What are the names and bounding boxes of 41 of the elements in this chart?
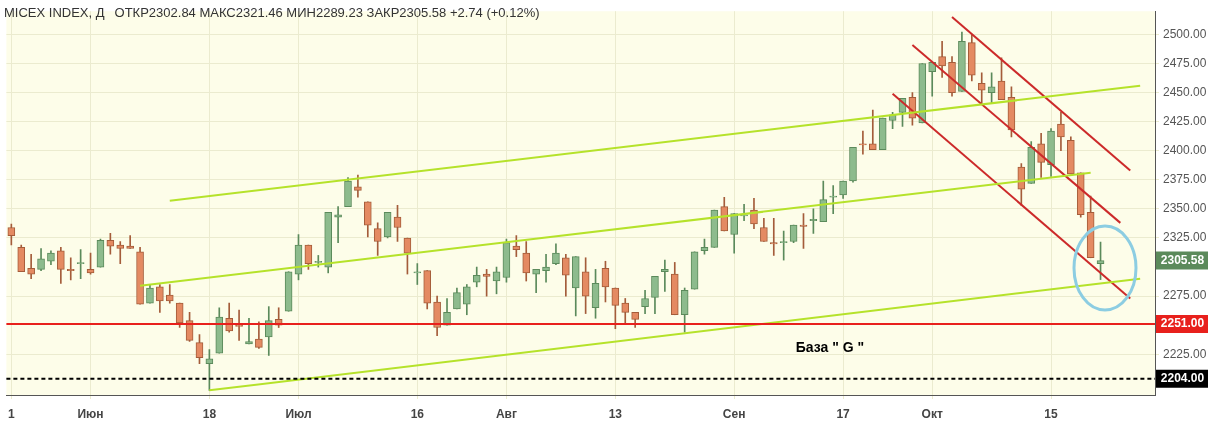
x-tick-label: Авг [495, 406, 517, 421]
x-tick-label: 16 [410, 406, 425, 421]
candlestick [334, 206, 342, 243]
y-tick-label: 2425.00 [1163, 114, 1207, 128]
y-tick-label: 2375.00 [1163, 172, 1207, 187]
chart-subtitle: ОТКР2302.84 МАКС2321.46 МИН2289.23 ЗАКР2305.58 +2.74 (+0.12%) [114, 5, 540, 20]
y-tick-label: 2500.00 [1163, 26, 1207, 41]
ref-line-label: 2251.00 [1160, 316, 1205, 331]
chart-title: MICEX INDEX, Д [4, 5, 105, 20]
candlestick [868, 109, 877, 150]
candlestick [116, 241, 125, 264]
candlestick [859, 130, 867, 155]
candlestick [27, 253, 35, 280]
candlestick [126, 235, 134, 249]
candlestick [413, 263, 422, 285]
x-tick-label: 1 [7, 406, 15, 421]
x-tick-label: Июн [77, 406, 104, 421]
annotation: База " G " [795, 339, 865, 356]
ref-line-label: 2204.00 [1160, 371, 1205, 386]
candlestick [532, 269, 540, 293]
text: 2305.58 [1160, 252, 1205, 267]
x-tick-label: Сен [722, 406, 746, 421]
candlestick [661, 259, 669, 292]
candlestick [235, 309, 243, 341]
candlestick [769, 217, 778, 256]
y-tick-label: 2450.00 [1163, 84, 1207, 99]
y-tick-label: 2325.00 [1163, 230, 1207, 245]
x-tick-label: 13 [608, 406, 623, 421]
y-tick-label: 2400.00 [1163, 143, 1207, 158]
x-tick-label: Окт [921, 406, 943, 421]
x-tick-label: 17 [836, 406, 851, 421]
y-tick-label: 2475.00 [1163, 55, 1207, 70]
x-tick-label: 15 [1044, 406, 1059, 421]
x-tick-label: 18 [202, 406, 217, 421]
candlestick [829, 185, 838, 214]
candlestick [542, 253, 550, 283]
y-tick-label: 2275.00 [1163, 288, 1207, 303]
candlestick [245, 317, 253, 345]
y-tick-label: 2350.00 [1163, 201, 1207, 216]
y-tick-label: 2225.00 [1163, 346, 1207, 361]
x-tick-label: Июл [285, 406, 312, 421]
